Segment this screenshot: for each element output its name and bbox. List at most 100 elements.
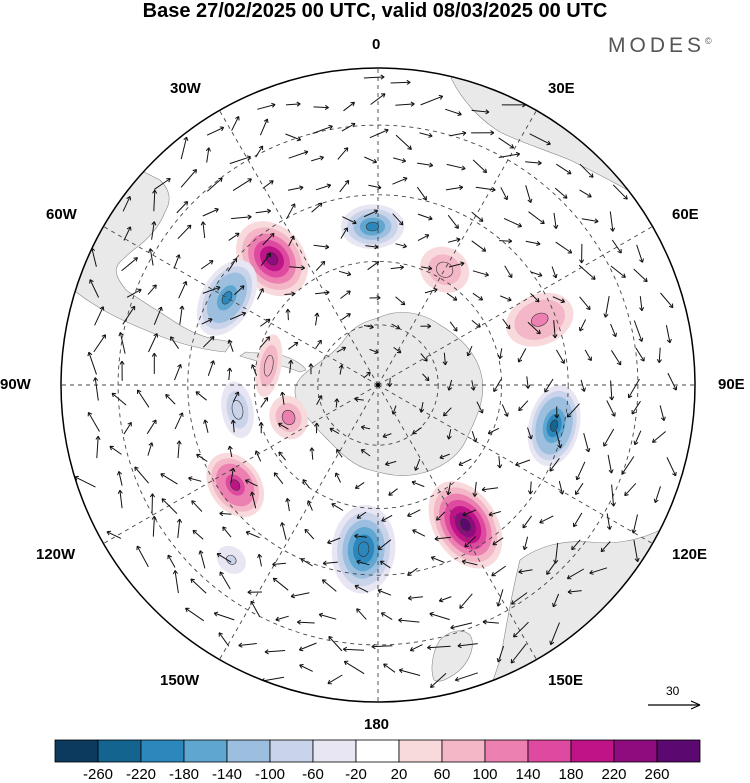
wind-arrow [390,264,405,270]
wind-arrow [121,257,138,272]
wind-arrow [151,352,157,374]
wind-arrow [255,208,272,214]
wind-arrow [606,400,616,417]
wind-arrow [286,203,296,219]
wind-arrow [446,429,452,440]
wind-arrow [407,567,418,576]
wind-arrow [510,592,528,605]
wind-arrow [288,235,295,247]
wind-arrow [278,451,287,461]
wind-arrow [147,284,157,295]
wind-arrow [443,407,452,417]
wind-arrow [416,186,427,201]
wind-arrow [343,101,355,112]
wind-arrow [232,178,252,192]
map-border [60,67,696,703]
wind-arrow [566,403,580,418]
wind-arrow [476,401,484,414]
colorbar-tick-label: 180 [558,766,584,783]
wind-arrow [148,333,159,353]
wind-arrow [472,159,488,174]
wind-arrow [232,391,240,402]
wind-arrow [369,128,389,139]
wind-arrow [290,592,310,599]
wind-arrow [430,556,445,563]
anomaly-contour [230,479,241,491]
wind-arrow [177,224,192,240]
wind-arrow [117,471,123,486]
wind-arrow [176,201,189,214]
wind-arrow [527,481,534,495]
latitude-circle [317,324,439,446]
wind-arrow [354,481,365,489]
wind-arrow [288,359,294,374]
wind-arrow [327,674,343,685]
wind-arrow [579,319,587,332]
wind-arrow [609,380,615,401]
wind-arrow [118,332,126,354]
colorbar-tick-label: -260 [82,766,114,783]
wind-arrow [228,232,240,241]
wind-arrow [227,367,233,381]
wind-arrow [368,184,382,190]
wind-arrow [229,311,247,320]
wind-arrow [337,147,349,160]
wind-arrow [454,672,478,682]
wind-arrow [363,371,371,379]
latitude-circle [117,124,639,646]
wind-arrow [575,482,584,495]
meridian-line [377,384,537,660]
wind-arrow [289,265,305,271]
graticule [61,68,695,702]
wind-arrow [589,567,608,575]
wind-arrow [552,296,566,304]
wind-arrow [393,157,407,163]
wind-arrow [251,364,258,376]
wind-arrow [527,427,533,440]
colorbar-swatch [355,739,400,763]
wind-arrow [262,232,275,246]
wind-arrow [665,325,672,344]
wind-arrow [436,511,446,521]
wind-arrow [161,498,178,514]
wind-arrow [610,350,622,366]
wind-arrow [636,244,644,263]
wind-arrow [260,397,269,408]
lon-label-30e: 30E [548,80,575,97]
map-title: Base 27/02/2025 00 UTC, valid 08/03/2025… [142,0,608,22]
wind-arrow [501,404,509,417]
anomaly-contour [550,419,559,432]
meridian-line [219,384,379,660]
anomaly-contour [231,400,244,420]
wind-arrow [498,151,521,158]
lon-label-90e: 90E [718,376,745,393]
wind-arrow [312,124,333,134]
wind-arrow [639,296,645,312]
wind-arrow [230,419,236,433]
wind-arrow [471,109,490,115]
wind-arrow [434,536,452,542]
wind-arrow [147,442,154,456]
wind-arrow [419,402,425,413]
colorbar-tick-label: 140 [515,766,541,783]
wind-arrow [471,431,478,443]
wind-arrow [407,595,423,601]
wind-arrow [554,406,560,419]
wind-arrow [391,405,397,415]
colorbar-tick-label: -140 [211,766,243,783]
colorbar-tick-label: 220 [601,766,627,783]
wind-arrow [218,632,230,647]
wind-arrow [354,533,367,539]
wind-arrow [360,425,371,430]
wind-arrow [554,187,568,199]
wind-arrow [203,419,209,433]
wind-arrow [341,313,351,321]
lon-label-120e: 120E [672,546,708,563]
colorbar [54,739,701,763]
colorbar-swatch [140,739,185,763]
wind-arrow [329,427,340,435]
wind-arrow [447,214,459,229]
wind-arrow [200,221,206,239]
wind-arrow [633,540,640,563]
wind-arrow [409,644,423,652]
